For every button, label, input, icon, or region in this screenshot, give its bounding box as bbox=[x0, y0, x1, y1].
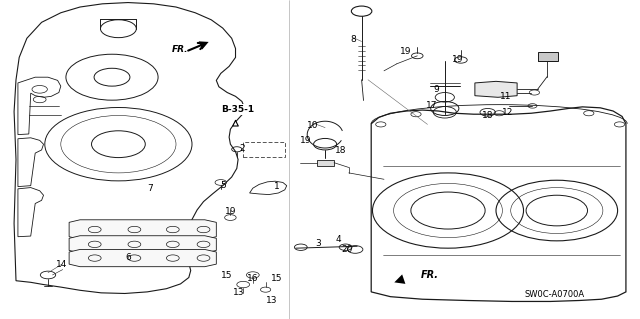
Text: 8: 8 bbox=[351, 35, 356, 44]
Text: FR.: FR. bbox=[172, 45, 188, 54]
Polygon shape bbox=[475, 81, 517, 97]
Text: 19: 19 bbox=[400, 47, 412, 56]
Text: 7: 7 bbox=[148, 184, 153, 193]
Polygon shape bbox=[317, 160, 334, 166]
Text: 18: 18 bbox=[335, 146, 346, 155]
Text: 9: 9 bbox=[434, 85, 439, 94]
Text: FR.: FR. bbox=[421, 270, 439, 279]
Text: 11: 11 bbox=[500, 92, 511, 101]
Polygon shape bbox=[538, 52, 558, 61]
Text: 1: 1 bbox=[274, 182, 279, 191]
Polygon shape bbox=[69, 249, 216, 267]
Text: B-35-1: B-35-1 bbox=[221, 105, 254, 114]
Polygon shape bbox=[18, 138, 44, 187]
Text: 14: 14 bbox=[56, 260, 68, 269]
Text: 16: 16 bbox=[247, 274, 259, 283]
Text: SW0C-A0700A: SW0C-A0700A bbox=[525, 290, 585, 299]
Text: 12: 12 bbox=[502, 108, 513, 117]
Text: 2: 2 bbox=[239, 144, 244, 153]
Polygon shape bbox=[371, 107, 626, 301]
Text: 6: 6 bbox=[125, 253, 131, 262]
Text: 19: 19 bbox=[452, 55, 463, 63]
Polygon shape bbox=[14, 3, 244, 293]
Polygon shape bbox=[18, 77, 61, 135]
Polygon shape bbox=[69, 220, 216, 239]
Text: 18: 18 bbox=[482, 111, 493, 120]
Text: 17: 17 bbox=[426, 101, 438, 110]
Text: 19: 19 bbox=[225, 207, 236, 216]
Text: 3: 3 bbox=[316, 239, 321, 248]
Text: 20: 20 bbox=[342, 245, 353, 254]
Text: 15: 15 bbox=[221, 271, 233, 280]
Text: 5: 5 bbox=[220, 181, 225, 189]
Text: 19: 19 bbox=[300, 137, 312, 145]
Text: 4: 4 bbox=[335, 235, 340, 244]
Text: 15: 15 bbox=[271, 274, 282, 283]
Text: 13: 13 bbox=[233, 288, 244, 297]
Text: 10: 10 bbox=[307, 121, 318, 130]
Text: 13: 13 bbox=[266, 296, 277, 305]
Polygon shape bbox=[18, 188, 44, 237]
Polygon shape bbox=[69, 236, 216, 253]
